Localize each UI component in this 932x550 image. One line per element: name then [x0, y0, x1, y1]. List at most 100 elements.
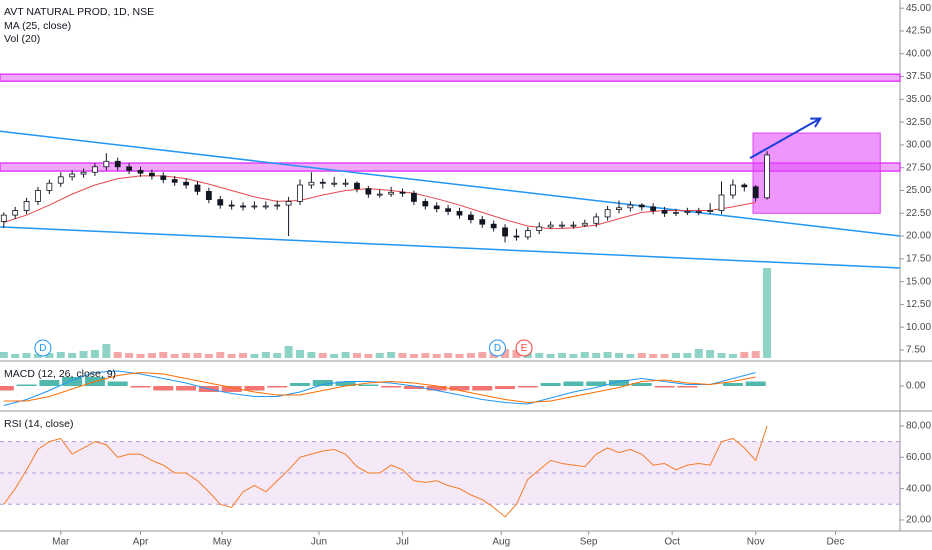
candle-body	[365, 188, 372, 195]
volume-bar	[273, 353, 282, 358]
candle-body	[388, 191, 395, 195]
candle-body	[0, 214, 7, 222]
x-tick-label: Sep	[580, 537, 598, 548]
y-tick-label: 40.00	[906, 48, 931, 59]
candle-body	[422, 201, 429, 207]
y-tick-label: 0.00	[906, 381, 926, 392]
candle-body	[319, 181, 326, 184]
volume-bar	[11, 354, 20, 358]
histogram-bar	[517, 386, 538, 388]
histogram-bar	[381, 386, 402, 388]
histogram-bar	[244, 386, 265, 391]
pane-title: AVT NATURAL PROD, 1D, NSE	[4, 6, 154, 18]
histogram-bar	[722, 383, 743, 386]
histogram-bar	[62, 377, 83, 386]
histogram-bar	[426, 386, 447, 391]
volume-bar	[683, 353, 692, 358]
volume-bar	[216, 352, 225, 358]
volume-bar	[717, 353, 726, 358]
candle-body	[331, 182, 338, 185]
candle-body	[479, 219, 486, 225]
candle-body	[35, 190, 41, 202]
candle-body	[376, 193, 383, 196]
candle-body	[103, 160, 110, 168]
candle-body	[684, 211, 691, 213]
volume-bar	[637, 353, 646, 358]
histogram-bar	[472, 386, 493, 391]
volume-bar	[455, 354, 464, 358]
candle-body	[297, 184, 303, 202]
histogram-bar	[586, 381, 607, 386]
histogram-bar	[495, 386, 516, 389]
candle-body	[262, 205, 269, 208]
candle-body	[593, 216, 600, 224]
histogram-bar	[221, 386, 242, 392]
y-tick-label: 17.50	[906, 253, 931, 264]
candle-body	[80, 171, 87, 175]
volume-bar	[125, 353, 134, 358]
volume-bar	[352, 353, 361, 358]
candle-body	[547, 224, 554, 228]
x-tick-label: Jul	[396, 537, 409, 548]
volume-bar	[90, 350, 99, 358]
candle-body	[285, 201, 292, 206]
candle-body	[228, 204, 235, 207]
y-tick-label: 7.50	[906, 345, 926, 356]
moving-average	[3, 175, 756, 230]
volume-bar	[535, 353, 544, 358]
volume-bar	[751, 351, 760, 358]
arrow	[749, 117, 821, 159]
pane-title: RSI (14, close)	[4, 418, 73, 430]
candle-body	[217, 199, 224, 206]
volume-bar	[728, 354, 737, 358]
volume-bar	[660, 354, 669, 358]
candle-body	[524, 230, 531, 238]
volume-bar	[375, 353, 384, 358]
volume-bar	[398, 353, 407, 358]
volume-bar	[592, 353, 601, 358]
event-marker	[34, 339, 52, 357]
candle-body	[741, 184, 748, 188]
y-tick-label: 37.50	[906, 71, 931, 82]
volume-bar	[182, 353, 191, 358]
y-tick-label: 20.00	[906, 231, 931, 242]
x-tick-label: Jun	[311, 537, 327, 548]
x-tick-label: Apr	[133, 537, 149, 548]
volume-bar	[22, 353, 31, 358]
candle-body	[251, 205, 258, 208]
highlight-box	[752, 132, 881, 214]
candle-body	[411, 192, 417, 202]
candle-body	[148, 172, 155, 177]
histogram-bar	[312, 380, 333, 386]
candle-body	[513, 235, 520, 238]
volume-bar	[364, 354, 373, 358]
histogram-bar	[449, 386, 470, 391]
volume-bar	[170, 354, 179, 358]
candle-body	[502, 227, 508, 237]
volume-bar	[193, 353, 202, 358]
volume-bar	[296, 350, 304, 358]
volume-bar	[261, 352, 270, 358]
x-tick-label: Oct	[664, 537, 680, 548]
volume-bar	[558, 353, 567, 358]
candle-body	[616, 207, 622, 211]
volume-bar	[694, 349, 703, 358]
volume-bar	[444, 353, 453, 358]
volume-bar	[614, 353, 623, 358]
candle-body	[570, 224, 577, 227]
volume-bar	[569, 354, 578, 358]
candle-body	[240, 205, 246, 208]
trendline	[0, 226, 901, 269]
candle-body	[114, 160, 121, 168]
candle-body	[490, 223, 497, 229]
event-label: D	[39, 343, 46, 354]
y-tick-label: 30.00	[906, 140, 931, 151]
volume-bar	[626, 354, 635, 358]
volume-bar	[307, 352, 316, 358]
volume-bar	[546, 354, 555, 358]
candle-body	[559, 224, 565, 227]
candle-body	[752, 186, 759, 199]
legend-text: Vol (20)	[4, 33, 40, 45]
